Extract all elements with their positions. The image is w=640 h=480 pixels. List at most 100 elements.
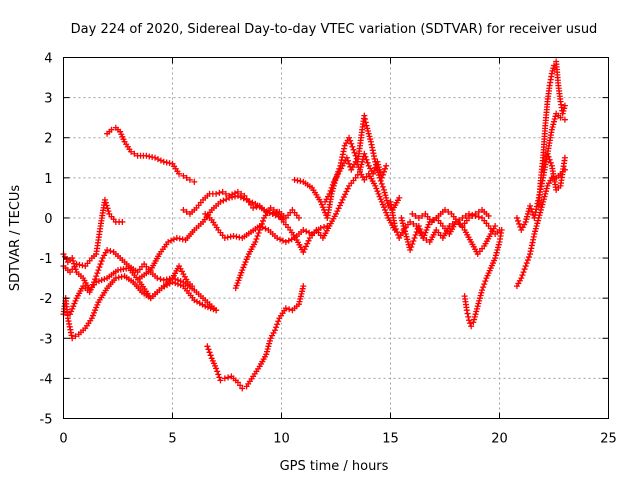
data-point-marker: [409, 241, 416, 248]
data-point-marker: [471, 313, 478, 320]
data-point-marker: [493, 249, 500, 256]
data-point-marker: [351, 149, 358, 156]
data-point: [180, 206, 187, 213]
data-point-marker: [424, 224, 431, 231]
data-point-marker: [384, 212, 391, 219]
data-point-marker: [371, 167, 378, 174]
data-point-marker: [542, 158, 549, 165]
data-point-marker: [367, 136, 374, 143]
data-point-marker: [358, 161, 365, 168]
data-point-marker: [340, 194, 347, 201]
data-point-marker: [378, 180, 385, 187]
data-point-marker: [254, 232, 261, 239]
data-point-marker: [157, 157, 164, 164]
data-point-marker: [253, 203, 260, 210]
data-point-marker: [523, 216, 530, 223]
data-point-marker: [242, 259, 249, 266]
data-point-marker: [319, 204, 326, 211]
data-point-marker: [157, 276, 164, 283]
grid-layer: [63, 57, 609, 419]
data-point-marker: [365, 130, 372, 137]
data-point: [361, 112, 368, 119]
data-point: [230, 232, 237, 239]
data-point-marker: [89, 312, 96, 319]
data-point: [152, 154, 159, 161]
data-point-marker: [364, 125, 371, 132]
data-point-marker: [352, 152, 359, 159]
data-point: [160, 277, 167, 284]
data-point: [256, 226, 263, 233]
data-point: [252, 239, 259, 246]
data-point: [527, 202, 534, 209]
data-point: [143, 152, 150, 159]
data-point-marker: [383, 194, 390, 201]
data-point-marker: [550, 121, 557, 128]
x-tick-label: 5: [168, 432, 176, 447]
data-point-marker: [410, 238, 417, 245]
data-point-marker: [255, 229, 262, 236]
data-point-marker: [231, 190, 238, 197]
data-point-marker: [399, 217, 406, 224]
data-point: [204, 343, 211, 350]
data-point-marker: [220, 197, 227, 204]
data-point: [234, 379, 241, 386]
data-point-marker: [379, 171, 386, 178]
data-point-marker: [297, 178, 304, 185]
data-point-marker: [277, 236, 284, 243]
data-point-marker: [552, 113, 559, 120]
data-point-marker: [68, 308, 75, 315]
data-point-marker: [532, 225, 539, 232]
data-point: [559, 110, 566, 117]
data-point: [91, 279, 98, 286]
data-point-marker: [363, 156, 370, 163]
y-tick-label: -4: [40, 372, 53, 387]
data-point-marker: [334, 208, 341, 215]
data-point-marker: [550, 65, 557, 72]
data-point: [350, 146, 357, 153]
data-point-marker: [524, 213, 531, 220]
data-point: [513, 214, 520, 221]
data-point-marker: [524, 210, 531, 217]
data-point: [402, 230, 409, 237]
data-point-marker: [93, 304, 100, 311]
data-point-marker: [412, 231, 419, 238]
data-point-marker: [253, 236, 260, 243]
data-point-marker: [375, 161, 382, 168]
data-point-marker: [473, 308, 480, 315]
data-point-marker: [475, 208, 482, 215]
series-pass-12: [322, 150, 390, 205]
data-point-marker: [94, 270, 101, 277]
data-point: [300, 249, 307, 256]
data-point-marker: [425, 221, 432, 228]
data-point-marker: [76, 261, 83, 268]
data-point-marker: [423, 226, 430, 233]
data-point: [217, 198, 224, 205]
data-point-marker: [467, 320, 474, 327]
data-point-marker: [348, 140, 355, 147]
data-point: [352, 174, 359, 181]
data-point-marker: [266, 340, 273, 347]
data-point-marker: [419, 212, 426, 219]
data-point: [372, 182, 379, 189]
data-point-marker: [302, 243, 309, 250]
data-point-marker: [400, 222, 407, 229]
data-point: [241, 192, 248, 199]
data-point-marker: [72, 333, 79, 340]
data-point: [291, 176, 298, 183]
data-point-marker: [551, 118, 557, 125]
data-point-marker: [535, 217, 542, 224]
series-pass-7: [180, 188, 302, 221]
data-point: [561, 154, 568, 161]
data-point: [282, 305, 289, 312]
data-point-marker: [247, 201, 254, 208]
data-point-marker: [540, 196, 547, 203]
data-point-marker: [362, 116, 369, 123]
data-point-marker: [418, 228, 425, 235]
y-tick-label: 3: [44, 92, 52, 107]
data-point: [472, 210, 479, 217]
data-point: [383, 162, 390, 169]
data-point-marker: [241, 261, 248, 268]
data-point-marker: [372, 164, 379, 171]
y-axis-label: SDTVAR / TECUs: [8, 185, 23, 292]
data-point-marker: [222, 190, 229, 197]
